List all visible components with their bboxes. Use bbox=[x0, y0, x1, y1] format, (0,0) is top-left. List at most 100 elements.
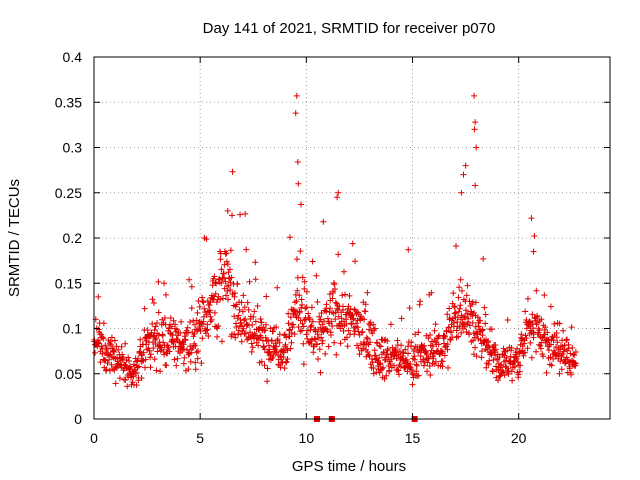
data-point bbox=[309, 258, 316, 265]
data-point bbox=[326, 291, 333, 298]
data-point bbox=[179, 339, 186, 346]
data-point bbox=[314, 331, 321, 338]
data-point bbox=[293, 298, 300, 305]
data-point bbox=[471, 310, 478, 317]
data-point bbox=[368, 327, 375, 334]
data-point bbox=[426, 362, 433, 369]
data-point bbox=[513, 353, 520, 360]
data-point bbox=[567, 350, 574, 357]
data-point bbox=[173, 335, 180, 342]
data-point bbox=[386, 367, 393, 374]
data-point bbox=[439, 348, 446, 355]
data-point bbox=[345, 327, 352, 334]
data-point bbox=[163, 362, 170, 369]
data-point bbox=[169, 332, 176, 339]
data-point bbox=[545, 347, 552, 354]
data-point bbox=[558, 353, 565, 360]
data-point bbox=[134, 364, 141, 371]
data-point bbox=[329, 295, 336, 302]
data-point bbox=[398, 315, 405, 322]
data-point bbox=[489, 368, 496, 375]
data-point bbox=[295, 180, 302, 187]
data-point bbox=[450, 290, 457, 297]
data-point bbox=[97, 359, 104, 366]
data-point bbox=[453, 327, 460, 334]
data-point bbox=[280, 349, 287, 356]
data-point bbox=[299, 274, 306, 281]
data-point bbox=[274, 336, 281, 343]
data-point bbox=[177, 329, 184, 336]
data-point bbox=[221, 261, 228, 268]
data-point bbox=[427, 332, 434, 339]
data-point bbox=[540, 353, 547, 360]
data-point bbox=[326, 305, 333, 312]
data-point bbox=[300, 361, 307, 368]
data-point bbox=[315, 355, 322, 362]
data-point bbox=[430, 355, 437, 362]
data-point bbox=[277, 353, 284, 360]
data-point bbox=[462, 162, 469, 169]
data-point bbox=[108, 341, 115, 348]
data-point bbox=[463, 292, 470, 299]
data-point bbox=[248, 340, 255, 347]
data-point bbox=[257, 334, 264, 341]
data-point bbox=[384, 337, 391, 344]
data-point bbox=[252, 276, 259, 283]
y-axis-label: SRMTID / TECUs bbox=[6, 179, 23, 297]
data-point bbox=[364, 335, 371, 342]
data-point bbox=[492, 346, 499, 353]
data-point bbox=[355, 345, 362, 352]
data-point bbox=[334, 194, 341, 201]
data-point bbox=[238, 319, 245, 326]
data-point bbox=[229, 168, 236, 175]
data-point bbox=[308, 322, 315, 329]
data-point bbox=[142, 356, 149, 363]
data-point bbox=[323, 301, 330, 308]
data-point bbox=[95, 339, 102, 346]
data-point bbox=[188, 283, 195, 290]
data-point bbox=[495, 377, 502, 384]
data-point bbox=[306, 314, 313, 321]
data-point bbox=[522, 308, 529, 315]
data-point bbox=[263, 293, 270, 300]
data-point bbox=[472, 119, 479, 126]
data-point bbox=[122, 377, 129, 384]
data-point bbox=[287, 314, 294, 321]
y-tick-label: 0.05 bbox=[55, 366, 82, 382]
data-point bbox=[478, 348, 485, 355]
data-point bbox=[194, 309, 201, 316]
data-point bbox=[111, 337, 118, 344]
data-point bbox=[289, 324, 296, 331]
data-point bbox=[333, 351, 340, 358]
data-point bbox=[554, 339, 561, 346]
data-point bbox=[538, 316, 545, 323]
data-point bbox=[364, 289, 371, 296]
data-point bbox=[107, 338, 114, 345]
data-point bbox=[126, 364, 133, 371]
data-point bbox=[529, 311, 536, 318]
data-point bbox=[387, 321, 394, 328]
data-point bbox=[100, 320, 107, 327]
data-point bbox=[395, 367, 402, 374]
data-point bbox=[518, 331, 525, 338]
data-point bbox=[283, 359, 290, 366]
data-point bbox=[106, 352, 113, 359]
data-point bbox=[104, 360, 111, 367]
data-point bbox=[185, 366, 192, 373]
data-point bbox=[352, 258, 359, 265]
data-point bbox=[108, 361, 115, 368]
data-point bbox=[492, 352, 499, 359]
data-point bbox=[222, 278, 229, 285]
data-point bbox=[114, 363, 121, 370]
data-point bbox=[152, 323, 159, 330]
grid bbox=[94, 57, 610, 419]
data-point bbox=[521, 349, 528, 356]
data-point bbox=[151, 356, 158, 363]
data-point bbox=[204, 298, 211, 305]
data-point bbox=[563, 337, 570, 344]
data-point bbox=[331, 281, 338, 288]
data-point bbox=[429, 343, 436, 350]
data-point bbox=[184, 329, 191, 336]
data-point bbox=[241, 304, 248, 311]
data-point bbox=[270, 353, 277, 360]
